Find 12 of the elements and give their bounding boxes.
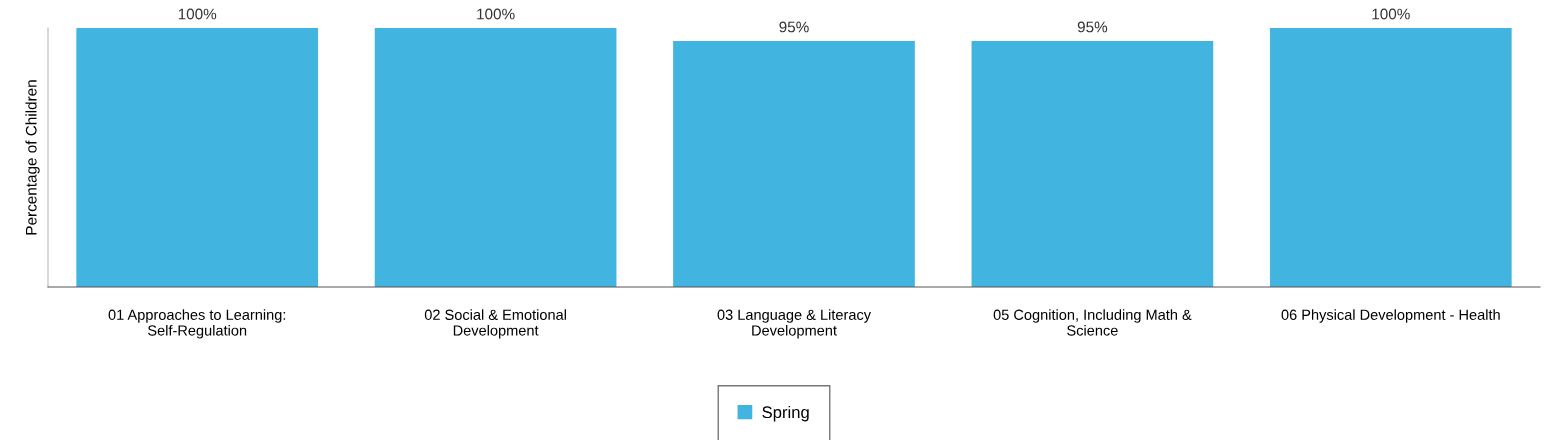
data-label: 100%	[477, 8, 515, 20]
x-tick-label: 05 Cognition, Including Math & Science	[993, 309, 1192, 336]
data-label: 95%	[1077, 21, 1108, 33]
x-tick-label: 03 Language & Literacy Development	[717, 309, 871, 339]
x-tick-label: 06 Physical Development - Health	[1281, 309, 1500, 323]
data-label: 95%	[779, 21, 809, 33]
data-label: 100%	[1372, 8, 1410, 20]
legend-label: Spring	[762, 405, 809, 422]
x-tick-label: 01 Approaches to Learning: Self-Regulation	[108, 309, 286, 339]
x-tick-label: 02 Social & Emotional Development	[424, 309, 566, 339]
data-label: 100%	[178, 8, 217, 20]
y-axis-title: Percentage of Children	[25, 80, 40, 235]
